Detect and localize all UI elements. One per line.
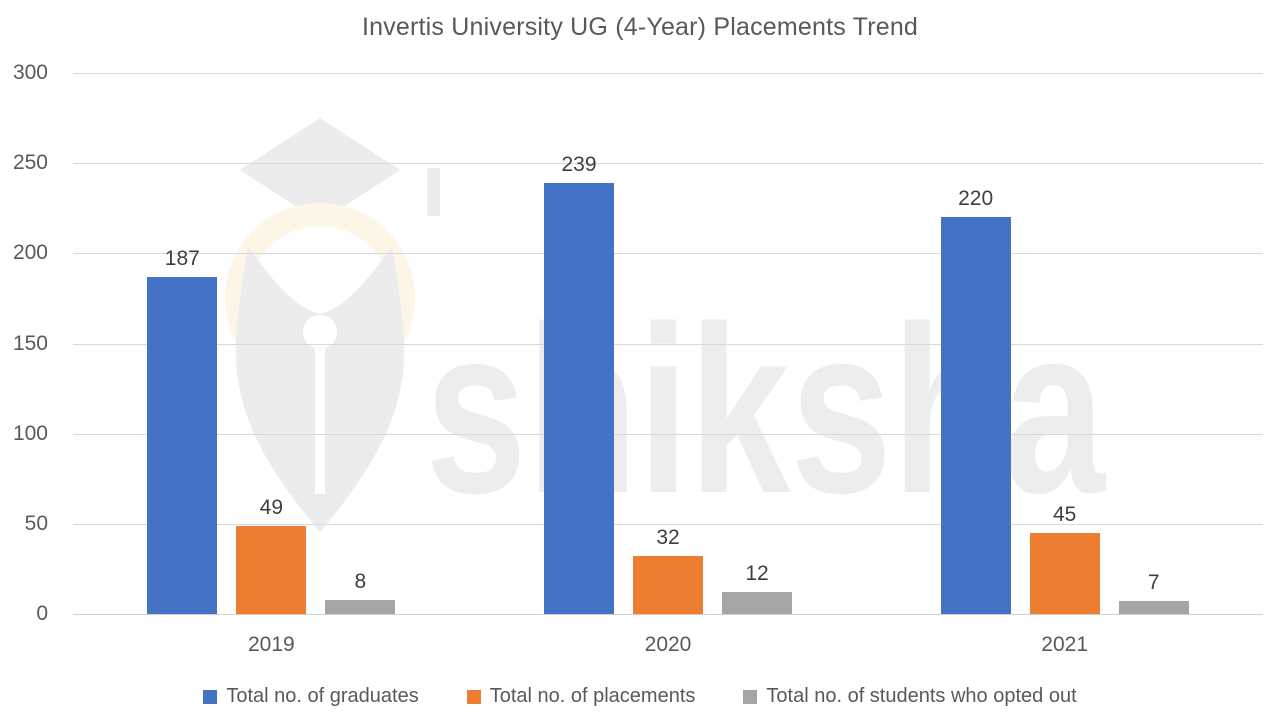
legend-label: Total no. of students who opted out — [766, 685, 1077, 707]
bar-value-label: 49 — [259, 495, 283, 519]
bar-value-label: 32 — [656, 526, 680, 550]
legend-swatch-icon — [203, 689, 218, 704]
legend-item-series-2: Total no. of placements — [466, 685, 696, 708]
y-axis-tick-label: 50 — [24, 511, 48, 535]
bar-2020-series-2 — [633, 556, 703, 614]
bar-value-label: 220 — [958, 187, 994, 211]
bar-value-label: 187 — [164, 246, 200, 270]
bar-2020-series-1 — [544, 183, 614, 614]
bar-value-label: 7 — [1147, 571, 1160, 595]
bar-2021-series-1 — [940, 217, 1011, 614]
x-axis-category-label: 2019 — [247, 633, 295, 656]
legend: Total no. of graduates Total no. of place… — [0, 685, 1280, 708]
plot-area: 187 49 8 2019 239 32 12 2020 220 45 7 2021 — [73, 73, 1263, 656]
graduation-cap-pen-nib-icon — [225, 118, 440, 532]
y-axis-tick-label: 100 — [12, 421, 48, 445]
bar-2021-series-2 — [1029, 532, 1100, 614]
bar-value-label: 239 — [561, 153, 597, 176]
legend-item-series-3: Total no. of students who opted out — [743, 685, 1077, 708]
bar-value-label: 45 — [1052, 502, 1077, 526]
y-axis-tick-label: 0 — [36, 602, 48, 625]
legend-swatch-icon — [466, 689, 481, 704]
x-axis-category-label: 2020 — [644, 633, 692, 656]
x-axis-category-label: 2021 — [1041, 633, 1089, 656]
gridline-y-300 — [73, 73, 1263, 74]
legend-item-series-1: Total no. of graduates — [203, 685, 419, 708]
bar-2019-series-2 — [236, 525, 307, 614]
gridline-y-250 — [73, 163, 1263, 165]
y-axis-tick-label: 200 — [12, 241, 48, 265]
bar-value-label: 12 — [745, 562, 769, 586]
chart-title: Invertis University UG (4-Year) Placemen… — [361, 13, 919, 41]
y-axis-tick-label: 250 — [12, 151, 48, 175]
gridline-y-150 — [73, 343, 1263, 345]
y-axis-tick-label: 300 — [12, 61, 48, 84]
legend-label: Total no. of placements — [489, 685, 696, 707]
gridline-y-0 — [73, 614, 1263, 615]
legend-swatch-icon — [743, 689, 758, 704]
gridline-y-200 — [73, 253, 1263, 255]
gridline-y-50 — [73, 523, 1263, 525]
bar-value-label: 8 — [354, 569, 367, 593]
y-axis-tick-label: 150 — [12, 331, 48, 355]
bar-2021-series-3 — [1118, 601, 1189, 614]
bar-2019-series-3 — [325, 599, 396, 614]
bar-2020-series-3 — [722, 592, 792, 614]
gridline-y-100 — [73, 433, 1263, 435]
bar-2019-series-1 — [147, 276, 218, 614]
legend-label: Total no. of graduates — [226, 685, 419, 707]
